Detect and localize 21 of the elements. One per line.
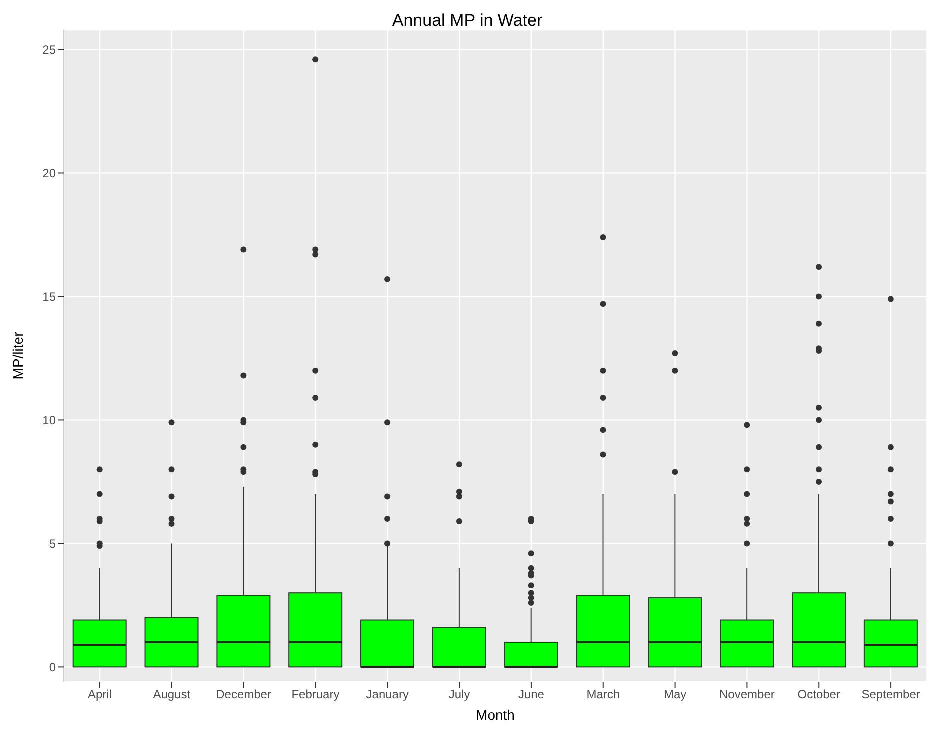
y-axis-title: MP/liter — [10, 332, 26, 380]
y-tick-label: 15 — [42, 290, 56, 304]
x-tick-label: January — [366, 688, 409, 702]
x-tick-label: March — [586, 688, 620, 702]
x-tick-label: October — [798, 688, 840, 702]
y-tick-label: 10 — [42, 413, 56, 428]
x-tick-label: December — [216, 688, 272, 702]
chart-title: Annual MP in Water — [391, 10, 544, 32]
y-tick-label: 0 — [49, 660, 56, 674]
x-tick-label: September — [862, 688, 920, 702]
x-tick-label: May — [664, 688, 687, 702]
y-tick-label: 5 — [49, 536, 56, 551]
y-tick-label: 25 — [42, 43, 56, 58]
x-tick-label: November — [720, 688, 775, 702]
y-tick-label: 20 — [42, 166, 56, 180]
x-tick-label: July — [448, 688, 470, 702]
x-axis-title: Month — [476, 707, 515, 723]
x-tick-label: February — [292, 688, 340, 702]
x-tick-label: August — [153, 688, 192, 702]
x-tick-label: June — [518, 688, 545, 702]
x-tick-label: April — [88, 688, 112, 702]
